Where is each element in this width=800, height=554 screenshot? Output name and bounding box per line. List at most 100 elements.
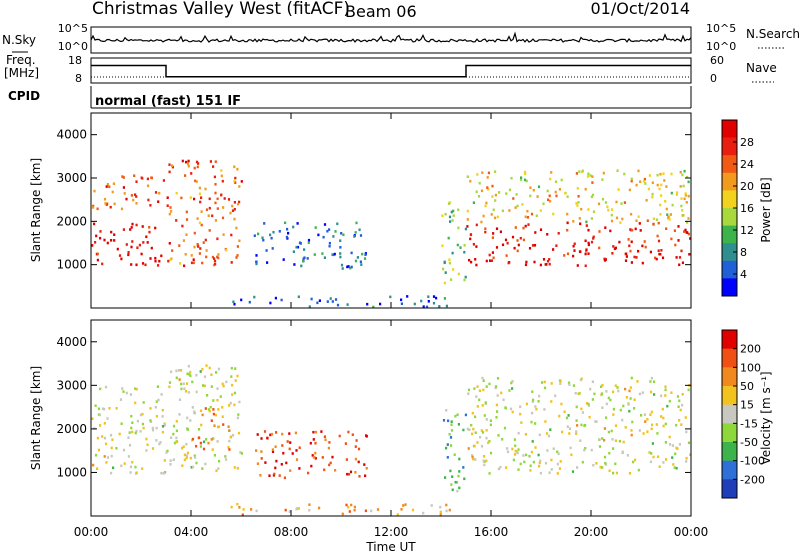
scatter-cell (677, 239, 680, 242)
scatter-cell (674, 452, 677, 456)
scatter-cell (481, 171, 484, 174)
scatter-cell (97, 407, 101, 411)
scatter-cell (466, 175, 469, 178)
scatter-cell (314, 226, 317, 229)
scatter-cell (489, 451, 493, 455)
colorbar-frame (721, 329, 738, 499)
scatter-cell (172, 424, 176, 428)
scatter-cell (587, 208, 590, 211)
scatter-cell (577, 201, 580, 204)
scatter-cell (354, 259, 358, 263)
colorbar-tick-label: 200 (740, 343, 761, 356)
scatter-cell (566, 228, 569, 232)
scatter-cell (191, 465, 195, 469)
scatter-cell (131, 222, 134, 226)
scatter-cell (236, 202, 240, 206)
scatter-cell (354, 231, 357, 234)
scatter-cell (296, 245, 300, 249)
scatter-cell (372, 305, 375, 309)
scatter-cell (688, 253, 691, 256)
scatter-cell (92, 204, 95, 208)
scatter-cell (185, 382, 189, 385)
scatter-cell (538, 464, 541, 468)
scatter-cell (502, 398, 505, 402)
scatter-cell (138, 243, 141, 247)
scatter-cell (203, 384, 206, 388)
scatter-cell (682, 184, 685, 188)
scatter-cell (630, 240, 633, 244)
scatter-cell (584, 447, 587, 450)
scatter-cell (141, 262, 145, 265)
scatter-cell (675, 423, 678, 427)
scatter-cell (346, 472, 349, 476)
scatter-cell (198, 221, 201, 225)
x-tick-label: 16:00 (474, 525, 509, 539)
scatter-cell (322, 235, 325, 239)
scatter-cell (513, 438, 516, 441)
scatter-cell (615, 471, 618, 475)
scatter-cell (504, 238, 508, 242)
scatter-cell (595, 462, 598, 465)
scatter-cell (181, 224, 184, 228)
noise-trace (90, 31, 692, 43)
scatter-cell (225, 248, 228, 252)
colorbar-swatch (722, 386, 737, 405)
scatter-cell (464, 227, 467, 231)
scatter-cell (202, 440, 206, 444)
scatter-cell (444, 271, 447, 274)
scatter-cell (511, 380, 514, 383)
scatter-cell (274, 466, 277, 470)
scatter-cell (142, 401, 145, 404)
scatter-cell (347, 505, 350, 509)
scatter-cell (354, 445, 357, 448)
scatter-cell (633, 398, 636, 401)
scatter-cell (280, 463, 283, 466)
scatter-cell (145, 235, 148, 239)
scatter-cell (496, 215, 499, 219)
scatter-cell (519, 462, 522, 466)
scatter-cell (122, 228, 125, 231)
scatter-cell (195, 160, 199, 164)
scatter-cell (207, 214, 210, 217)
scatter-cell (547, 434, 551, 438)
scatter-cell (286, 440, 289, 443)
scatter-cell (130, 245, 133, 249)
scatter-cell (202, 241, 205, 244)
scatter-cell (546, 189, 549, 193)
scatter-cell (200, 196, 203, 199)
noise-tick-high-right: 10^5 (706, 22, 736, 35)
scatter-cell (228, 448, 231, 451)
scatter-cell (427, 300, 430, 303)
scatter-cell (572, 384, 576, 387)
scatter-cell (339, 246, 342, 249)
scatter-cell (524, 224, 527, 228)
scatter-cell (473, 387, 476, 390)
scatter-cell (552, 248, 555, 251)
scatter-cell (139, 413, 142, 417)
scatter-cell (556, 462, 559, 466)
scatter-cell (499, 466, 502, 469)
scatter-cell (510, 176, 513, 180)
scatter-cell (103, 455, 106, 458)
scatter-cell (678, 256, 682, 259)
scatter-cell (611, 252, 614, 255)
scatter-cell (146, 443, 149, 447)
scatter-cell (193, 454, 196, 457)
scatter-cell (494, 386, 497, 390)
scatter-cell (556, 472, 559, 475)
scatter-cell (548, 471, 551, 474)
scatter-cell (614, 424, 618, 427)
scatter-cell (469, 179, 472, 183)
scatter-cell (474, 415, 477, 419)
scatter-cell (91, 417, 94, 420)
scatter-cell (666, 404, 669, 408)
scatter-cell (665, 458, 668, 461)
scatter-cell (591, 398, 594, 401)
scatter-cell (211, 448, 214, 451)
scatter-cell (675, 191, 679, 194)
scatter-cell (554, 190, 557, 194)
scatter-cell (630, 429, 633, 432)
scatter-cell (462, 466, 465, 469)
scatter-cell (292, 250, 295, 253)
